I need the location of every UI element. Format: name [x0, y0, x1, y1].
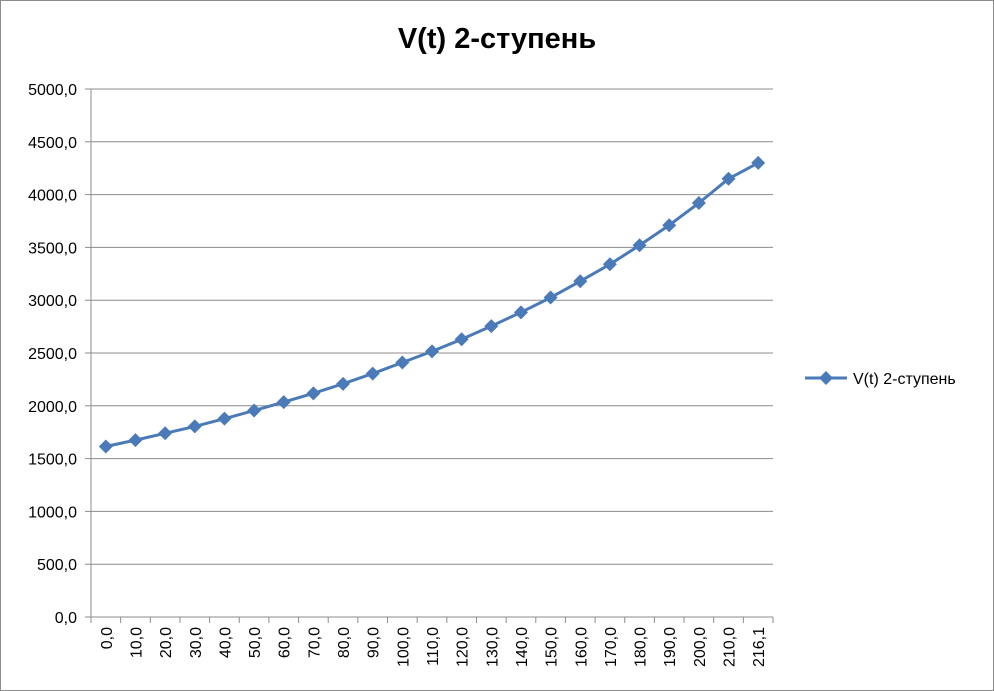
data-point: [98, 439, 113, 454]
data-point: [751, 155, 766, 170]
x-tick-label: 110,0: [425, 627, 442, 666]
x-tick-label: 50,0: [247, 627, 264, 658]
y-tick-label: 500,0: [37, 557, 77, 574]
x-tick-label: 60,0: [277, 627, 294, 658]
x-tick-label: 150,0: [544, 627, 561, 667]
data-point: [425, 344, 439, 359]
y-tick-label: 1000,0: [28, 504, 77, 521]
y-tick-labels: 0,0 500,0 1000,0 1500,0 2000,0 2500,0 3000,0 35…: [28, 82, 77, 627]
x-tick-label: 170,0: [603, 627, 620, 667]
y-tick-label: 2500,0: [28, 346, 77, 363]
x-tick-label: 190,0: [662, 627, 679, 667]
data-point: [217, 411, 232, 426]
data-point: [632, 238, 647, 253]
data-point: [691, 196, 706, 211]
series: [98, 155, 766, 454]
y-tick-label: 3000,0: [28, 293, 77, 310]
x-tick-labels: 0,0 10,0 20,0 30,0 40,0 50,0 60,0 70,0 80,0 90,0 1…: [99, 627, 768, 667]
data-point: [513, 305, 528, 320]
x-tick-label: 120,0: [455, 627, 472, 667]
data-point: [662, 218, 677, 233]
data-point: [365, 366, 380, 381]
x-tick-label: 20,0: [158, 627, 175, 658]
data-point: [602, 257, 617, 272]
series-line: [105, 161, 759, 448]
data-point: [336, 376, 351, 391]
y-tick-label: 4000,0: [28, 188, 77, 205]
legend: V(t) 2-ступень: [805, 371, 956, 388]
legend-marker: [819, 371, 833, 385]
data-point: [128, 433, 143, 448]
y-tick-label: 4500,0: [28, 135, 77, 152]
x-tick-label: 10,0: [128, 627, 145, 658]
x-tick-label: 100,0: [395, 627, 412, 667]
data-point: [454, 332, 469, 347]
y-tick-label: 5000,0: [28, 82, 77, 99]
data-point: [543, 290, 558, 305]
x-tick-label: 40,0: [217, 627, 234, 658]
legend-label: V(t) 2-ступень: [853, 371, 956, 388]
y-tick-label: 3500,0: [28, 240, 77, 257]
y-tick-label: 0,0: [55, 610, 77, 627]
data-point: [158, 426, 173, 441]
data-point: [721, 171, 736, 186]
x-tick-label: 90,0: [366, 627, 383, 658]
data-point: [187, 419, 202, 434]
axes: [85, 88, 774, 623]
gridlines: [91, 88, 773, 565]
data-point: [395, 355, 410, 370]
x-tick-label: 70,0: [306, 627, 323, 658]
data-point: [247, 403, 262, 418]
x-tick-label: 200,0: [692, 627, 709, 667]
data-point: [573, 274, 588, 289]
x-tick-label: 80,0: [336, 627, 353, 658]
x-tick-label: 180,0: [633, 627, 650, 667]
data-point: [276, 395, 291, 410]
x-tick-label: 30,0: [188, 627, 205, 658]
data-point: [484, 319, 499, 334]
x-tick-label: 0,0: [99, 627, 116, 649]
x-tick-label: 130,0: [484, 627, 501, 667]
y-tick-label: 2000,0: [28, 399, 77, 416]
x-tick-label: 140,0: [514, 627, 531, 667]
x-tick-label: 216,1: [751, 627, 768, 667]
chart-title: V(t) 2-ступень: [397, 23, 597, 55]
y-tick-label: 1500,0: [28, 452, 77, 469]
x-tick-label: 160,0: [573, 627, 590, 667]
x-tick-label: 210,0: [722, 627, 739, 667]
data-point: [306, 386, 321, 401]
